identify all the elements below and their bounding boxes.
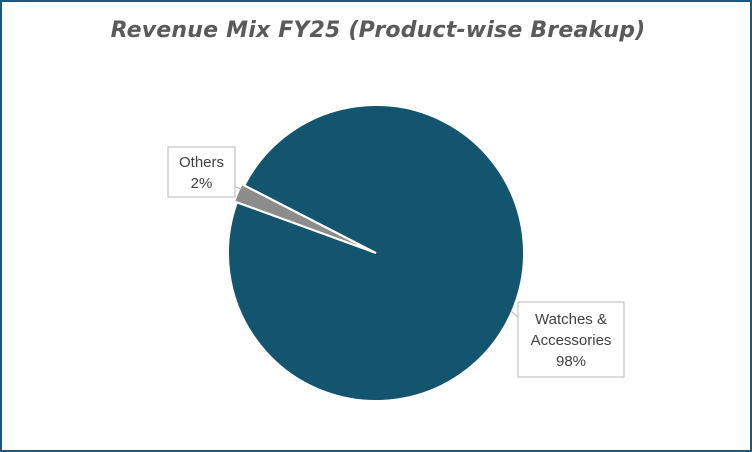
others-callout-box: [167, 146, 236, 198]
watches-callout-box: [517, 301, 625, 378]
slice-others: [232, 182, 374, 253]
others-label: Others: [179, 154, 224, 171]
watches-label-line1: Watches &: [535, 311, 607, 328]
watches-value-label: 98%: [556, 353, 586, 370]
pie-slices: [227, 104, 525, 403]
slice-watches-accessories: [227, 104, 525, 403]
chart-title: Revenue Mix FY25 (Product-wise Breakup): [110, 18, 646, 43]
watches-label-line2: Accessories: [531, 332, 612, 349]
others-value-label: 2%: [191, 175, 213, 192]
callouts: Others 2% Watches & Accessories 98%: [167, 146, 625, 378]
